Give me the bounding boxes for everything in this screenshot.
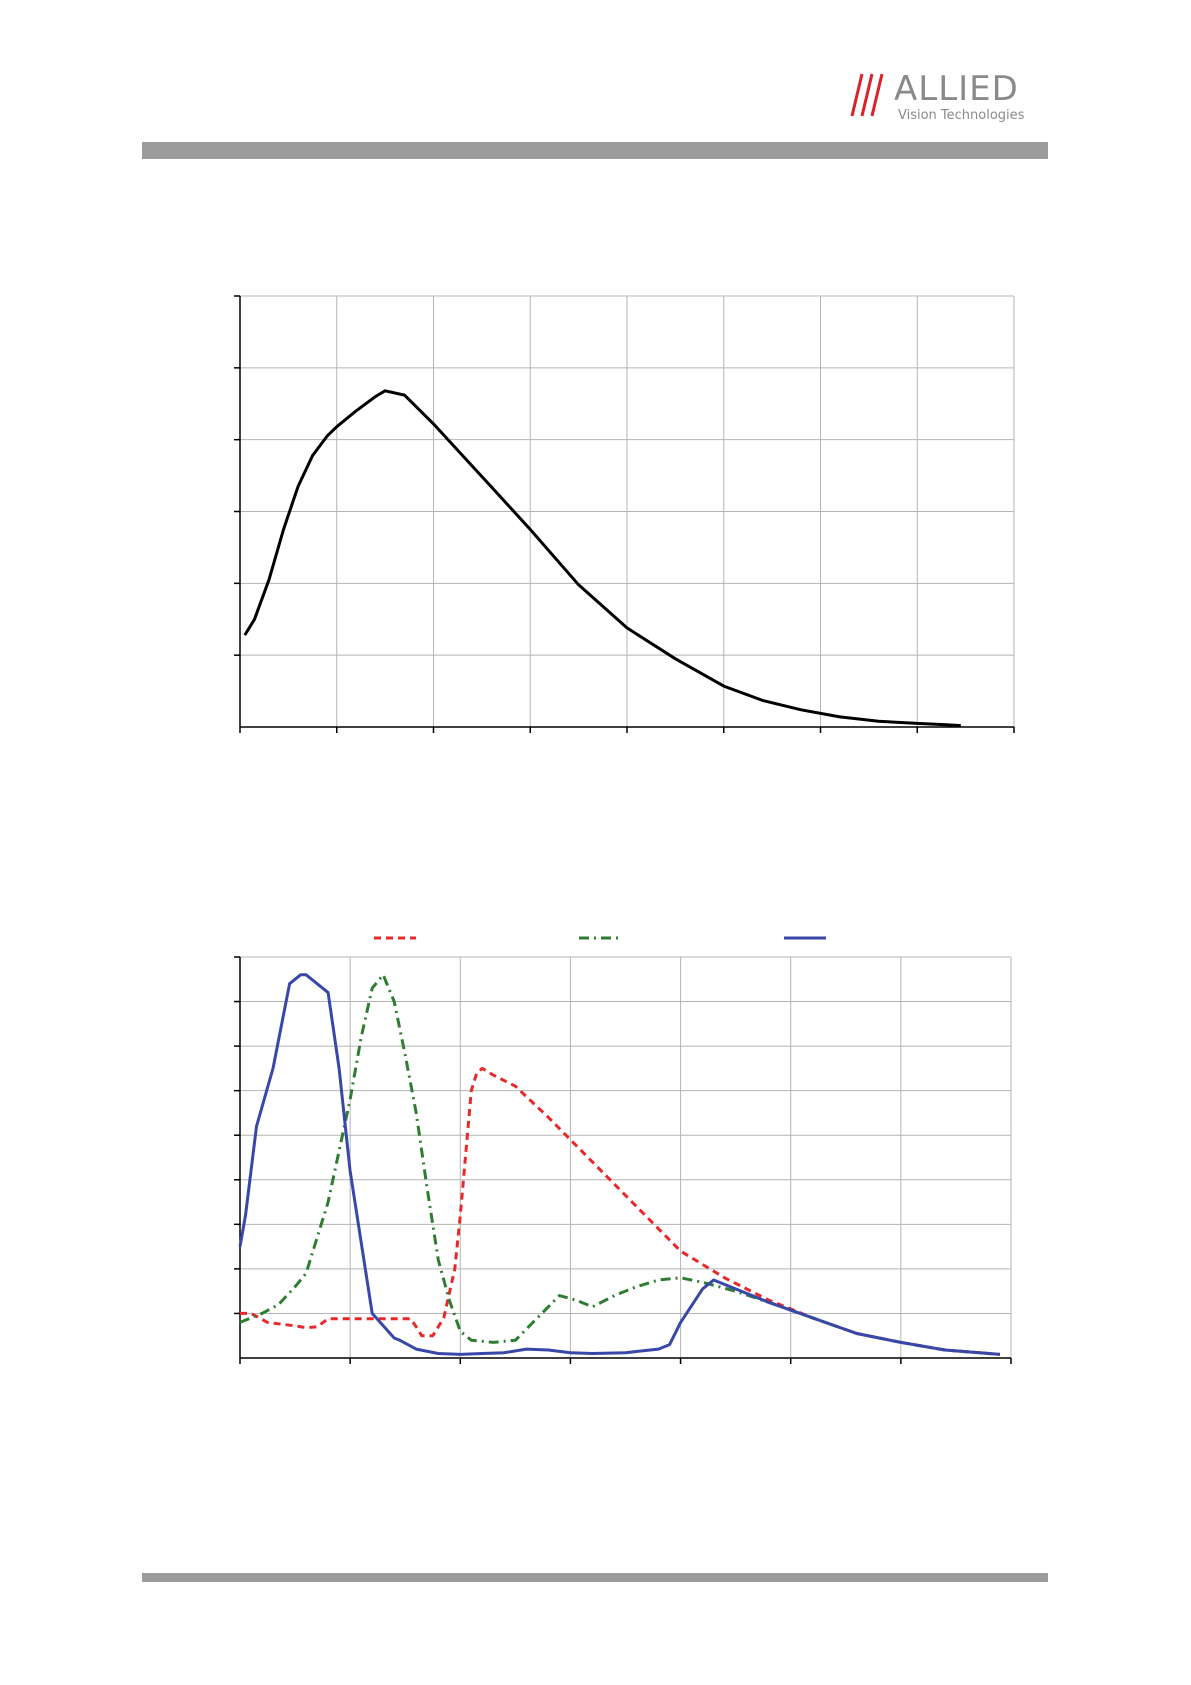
chart2-ticks	[234, 956, 1012, 1364]
footer-rule	[142, 1573, 1048, 1582]
chart2-grid	[240, 956, 1012, 1358]
header-rule	[142, 142, 1048, 159]
series-line-3	[238, 973, 1001, 1356]
logo-brand-text: ALLIED	[894, 69, 1019, 109]
series-line-1	[240, 1066, 1001, 1356]
chart2-axes	[239, 957, 1011, 1359]
series-line-1	[243, 389, 961, 728]
company-logo: ALLIED Vision Technologies	[850, 69, 1050, 128]
chart2-series	[238, 973, 1001, 1356]
logo-subtitle-text: Vision Technologies	[898, 108, 1025, 123]
logo-slashes-icon	[850, 73, 884, 117]
chart1-grid	[240, 295, 1015, 727]
chart1-ticks	[234, 295, 1015, 733]
chart1-series	[243, 389, 961, 728]
series-line-2	[239, 973, 1001, 1356]
